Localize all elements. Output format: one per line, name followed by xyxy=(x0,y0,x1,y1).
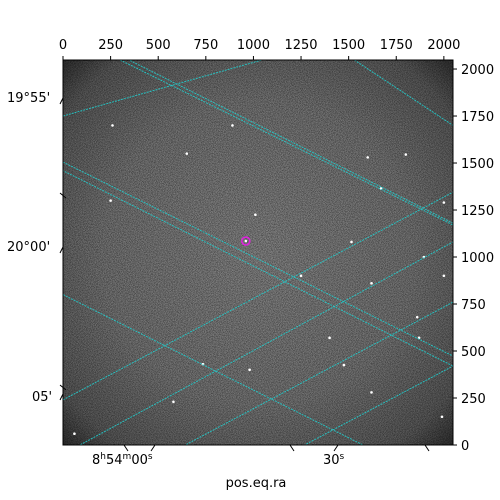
x-tick-label: 1000 xyxy=(237,38,270,53)
y-tick-label: 0 xyxy=(461,439,469,454)
x-tick-label: 250 xyxy=(98,38,123,53)
ra-axis: 8h54m00s 30s pos.eq.ra xyxy=(92,444,430,491)
star xyxy=(328,336,331,340)
y-tick-label: 500 xyxy=(461,345,486,360)
x-tick-label: 1500 xyxy=(332,38,365,53)
x-tick-label: 500 xyxy=(146,38,171,53)
grid-line xyxy=(303,365,453,445)
dec-tick xyxy=(59,192,67,199)
y-tick-label: 1750 xyxy=(461,110,494,125)
x-tick-label: 2000 xyxy=(427,38,460,53)
x-tick-label: 1750 xyxy=(380,38,413,53)
sky-noise xyxy=(63,60,453,445)
dec-tick xyxy=(59,393,64,401)
grid-line xyxy=(63,294,365,445)
y-tick-label: 1500 xyxy=(461,157,494,172)
star xyxy=(440,415,444,419)
grid-line xyxy=(354,60,453,126)
plot-frame xyxy=(62,59,454,446)
y-tick-label: 750 xyxy=(461,298,486,313)
star xyxy=(244,239,248,243)
y-tick-label: 250 xyxy=(461,392,486,407)
coordinate-grid xyxy=(63,60,453,445)
star xyxy=(254,213,257,217)
dec-tick-label: 20°00' xyxy=(7,240,50,255)
grid-line xyxy=(63,191,453,401)
star xyxy=(370,391,373,394)
right-pixel-axis: 0 250 500 750 1000 1250 1500 1750 2000 xyxy=(453,63,494,454)
dec-tick-label: 19°55' xyxy=(7,91,50,106)
image-panel xyxy=(62,59,454,446)
top-pixel-axis: 0 250 500 750 1000 1250 1500 1750 2000 xyxy=(59,38,460,60)
star xyxy=(342,363,346,367)
dec-tick-label: 05' xyxy=(32,390,52,405)
grid-line xyxy=(63,60,263,117)
star xyxy=(404,153,408,156)
ra-tick xyxy=(150,444,156,452)
star xyxy=(172,400,175,404)
target-marker xyxy=(241,236,251,246)
star xyxy=(248,368,251,372)
star xyxy=(73,432,76,436)
star xyxy=(185,152,189,155)
star xyxy=(442,201,446,204)
y-tick-label: 1000 xyxy=(461,251,494,266)
ra-tick-label: 30s xyxy=(323,452,345,468)
dec-tick xyxy=(59,97,64,105)
x-tick-label: 1250 xyxy=(284,38,317,53)
ra-tick xyxy=(333,444,339,452)
y-tick-label: 1250 xyxy=(461,204,494,219)
x-axis-title: pos.eq.ra xyxy=(226,476,287,491)
star xyxy=(299,274,303,278)
star xyxy=(109,199,112,202)
ra-tick xyxy=(289,444,295,452)
ra-tick xyxy=(123,444,129,452)
star xyxy=(442,274,446,278)
star xyxy=(231,124,234,127)
star xyxy=(111,124,114,127)
target-marker-layer xyxy=(241,236,251,246)
star xyxy=(366,156,369,159)
dec-tick xyxy=(59,384,67,391)
dec-axis: 19°55' 20°00' 05' xyxy=(7,91,67,405)
grid-line xyxy=(119,60,453,226)
star xyxy=(370,282,373,285)
x-tick-label: 0 xyxy=(59,38,67,53)
ra-tick-label: 8h54m00s xyxy=(92,452,153,468)
ra-tick xyxy=(424,444,430,452)
grid-line xyxy=(63,161,453,357)
x-tick-label: 750 xyxy=(193,38,218,53)
star xyxy=(350,240,353,244)
y-tick-label: 2000 xyxy=(461,63,494,78)
grid-line xyxy=(127,60,453,224)
star xyxy=(415,315,419,319)
dec-tick xyxy=(59,246,64,254)
grid-line xyxy=(78,241,453,445)
